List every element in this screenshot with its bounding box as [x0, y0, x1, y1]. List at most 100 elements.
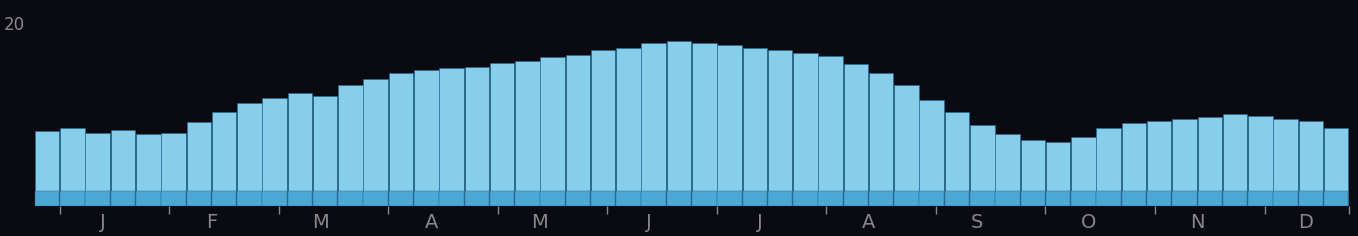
Bar — [515, 61, 539, 206]
Bar — [793, 191, 818, 206]
Bar — [641, 43, 665, 206]
Bar — [540, 57, 565, 206]
Bar — [60, 191, 84, 206]
Bar — [919, 101, 944, 206]
Bar — [35, 131, 60, 206]
Bar — [1071, 137, 1096, 206]
Bar — [970, 125, 994, 206]
Bar — [1274, 119, 1298, 206]
Bar — [439, 191, 464, 206]
Bar — [667, 191, 691, 206]
Bar — [919, 191, 944, 206]
Bar — [1198, 117, 1222, 206]
Bar — [743, 191, 767, 206]
Bar — [388, 73, 413, 206]
Bar — [617, 191, 641, 206]
Bar — [540, 191, 565, 206]
Bar — [1021, 191, 1046, 206]
Bar — [1096, 128, 1120, 206]
Bar — [111, 191, 136, 206]
Bar — [767, 191, 792, 206]
Bar — [212, 112, 236, 206]
Bar — [717, 45, 741, 206]
Bar — [1148, 191, 1172, 206]
Bar — [162, 191, 186, 206]
Bar — [1222, 191, 1247, 206]
Bar — [186, 191, 210, 206]
Bar — [364, 191, 388, 206]
Bar — [111, 130, 136, 206]
Bar — [1324, 128, 1348, 206]
Bar — [1046, 191, 1070, 206]
Bar — [693, 43, 717, 206]
Bar — [869, 191, 894, 206]
Bar — [238, 103, 262, 206]
Bar — [1122, 123, 1146, 206]
Bar — [1148, 121, 1172, 206]
Bar — [312, 96, 337, 206]
Bar — [591, 191, 615, 206]
Bar — [717, 191, 741, 206]
Bar — [288, 93, 312, 206]
Bar — [338, 191, 363, 206]
Bar — [1198, 191, 1222, 206]
Bar — [1324, 191, 1348, 206]
Bar — [566, 191, 591, 206]
Bar — [1222, 114, 1247, 206]
Bar — [843, 191, 868, 206]
Bar — [262, 98, 287, 206]
Bar — [312, 191, 337, 206]
Bar — [641, 191, 665, 206]
Bar — [566, 55, 591, 206]
Bar — [819, 56, 843, 206]
Bar — [995, 134, 1020, 206]
Bar — [767, 50, 792, 206]
Bar — [617, 48, 641, 206]
Bar — [1248, 191, 1272, 206]
Bar — [439, 68, 464, 206]
Bar — [793, 53, 818, 206]
Bar — [894, 85, 919, 206]
Bar — [35, 191, 60, 206]
Bar — [515, 191, 539, 206]
Bar — [464, 191, 489, 206]
Bar — [186, 122, 210, 206]
Bar — [1096, 191, 1120, 206]
Bar — [414, 70, 439, 206]
Bar — [86, 191, 110, 206]
Bar — [970, 191, 994, 206]
Bar — [338, 85, 363, 206]
Bar — [1071, 191, 1096, 206]
Bar — [136, 191, 160, 206]
Bar — [288, 191, 312, 206]
Bar — [364, 79, 388, 206]
Bar — [995, 191, 1020, 206]
Bar — [1298, 121, 1323, 206]
Bar — [1298, 191, 1323, 206]
Bar — [667, 41, 691, 206]
Bar — [1172, 119, 1196, 206]
Bar — [945, 112, 970, 206]
Bar — [86, 133, 110, 206]
Bar — [945, 191, 970, 206]
Bar — [60, 128, 84, 206]
Bar — [819, 191, 843, 206]
Bar — [743, 48, 767, 206]
Bar — [1274, 191, 1298, 206]
Bar — [1046, 142, 1070, 206]
Bar — [262, 191, 287, 206]
Bar — [1248, 116, 1272, 206]
Bar — [414, 191, 439, 206]
Bar — [1172, 191, 1196, 206]
Bar — [388, 191, 413, 206]
Bar — [162, 133, 186, 206]
Bar — [843, 64, 868, 206]
Bar — [238, 191, 262, 206]
Bar — [693, 191, 717, 206]
Bar — [869, 73, 894, 206]
Bar — [1122, 191, 1146, 206]
Bar — [591, 50, 615, 206]
Bar — [1021, 140, 1046, 206]
Bar — [894, 191, 919, 206]
Bar — [490, 63, 515, 206]
